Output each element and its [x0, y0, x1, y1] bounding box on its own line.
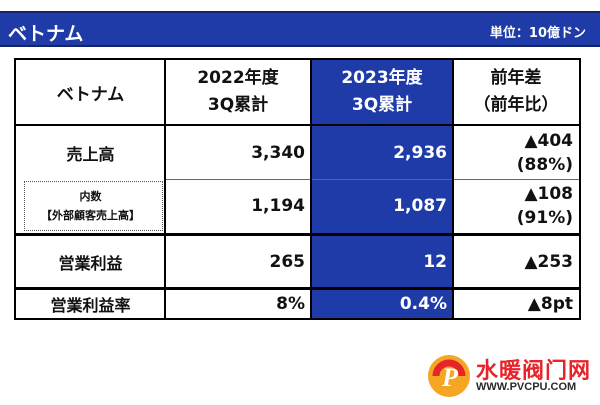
operating-margin-diff: ▲8pt: [527, 294, 573, 314]
operating-profit-2022-value: 265: [269, 251, 306, 272]
row-divider-operating-margin: [14, 287, 581, 290]
breakdown-2022-value: 1,194: [251, 196, 305, 216]
operating-margin-2022-value: 8%: [276, 294, 305, 314]
header-bar: ベトナム 単位：10億ドン: [0, 11, 600, 47]
row-divider-breakdown: [165, 179, 581, 180]
col-divider-1: [164, 58, 166, 320]
row-label-operating-profit: 営業利益: [58, 253, 123, 273]
row-label-breakdown: 内数 【外部顧客売上高】: [16, 179, 165, 233]
column-header-2023-line2: 3Q累計: [351, 95, 413, 115]
sales-diff-amount: ▲404: [524, 130, 573, 151]
watermark-text: 水暖阀门网: [476, 359, 592, 384]
table-border-top: [14, 58, 581, 60]
col-divider-3: [452, 58, 454, 320]
breakdown-diff-amount: ▲108: [524, 184, 573, 204]
watermark-logo: P 水暖阀门网 WWW.PVCPU.COM: [426, 351, 596, 401]
row-label-operating-margin: 営業利益率: [50, 296, 131, 315]
pv-logo-icon: P: [428, 355, 470, 397]
breakdown-diff: ▲108 (91%): [453, 179, 579, 233]
operating-profit-diff: ▲253: [524, 251, 573, 272]
column-header-2022-line1: 2022年度: [197, 68, 279, 88]
breakdown-label-line2: 【外部顧客売上高】: [41, 209, 140, 222]
sales-diff-ratio: (88%): [516, 154, 573, 175]
breakdown-label-box: [24, 181, 163, 231]
column-header-2023: 2023年度 3Q累計: [311, 60, 453, 124]
sales-2022-value: 3,340: [251, 142, 305, 163]
column-header-diff-line2: （前年比）: [473, 95, 559, 115]
column-header-diff-line1: 前年差: [490, 68, 542, 88]
page-title: ベトナム: [8, 23, 84, 45]
breakdown-2023-value: 1,087: [311, 179, 453, 233]
watermark-url: WWW.PVCPU.COM: [476, 381, 577, 393]
column-header-diff: 前年差 （前年比）: [453, 60, 579, 124]
table-border-bottom: [14, 318, 581, 320]
breakdown-diff-ratio: (91%): [516, 208, 573, 228]
row-divider-operating-profit: [14, 233, 581, 236]
sales-diff: ▲404 (88%): [453, 126, 579, 179]
column-header-2022: 2022年度 3Q累計: [165, 60, 311, 124]
column-header-2022-line2: 3Q累計: [207, 95, 269, 115]
table-border-left: [14, 58, 16, 320]
operating-profit-2023-value: 12: [311, 236, 453, 287]
breakdown-label-line1: 内数: [79, 190, 102, 203]
unit-label: 単位：10億ドン: [489, 26, 586, 41]
operating-margin-2023-value: 0.4%: [311, 290, 453, 318]
row-divider-header: [14, 124, 581, 126]
corner-label: ベトナム: [56, 84, 125, 105]
sales-2023-value: 2,936: [311, 126, 453, 179]
logo-letter: P: [441, 363, 459, 392]
row-label-sales: 売上高: [66, 144, 115, 164]
financial-table: ベトナム 2022年度 3Q累計 2023年度 3Q累計 前年差 （前年比） 売…: [14, 58, 581, 320]
col-divider-2: [310, 58, 312, 320]
column-header-2023-line1: 2023年度: [341, 68, 423, 88]
table-border-right: [579, 58, 581, 320]
